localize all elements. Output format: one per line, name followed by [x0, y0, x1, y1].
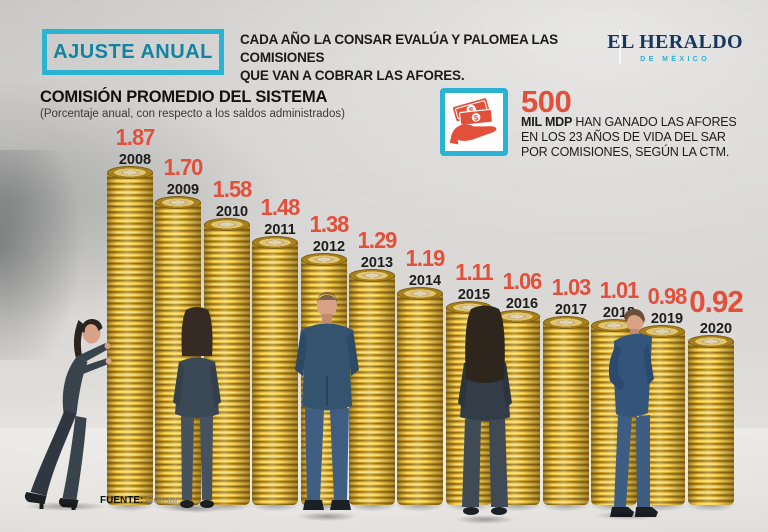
headline-line2: QUE VAN A COBRAR LAS AFORES.	[240, 67, 465, 83]
source-value: Consar.	[143, 495, 181, 506]
highlight-amount: 500	[521, 84, 572, 119]
coin-stack-body	[688, 341, 734, 505]
year-label: 2010	[215, 204, 249, 220]
year-label: 2020	[699, 321, 733, 337]
businesswoman-back-view	[158, 306, 236, 515]
coin-column-2014: 2014 1.19	[385, 233, 455, 514]
value-label: 1.03	[551, 274, 592, 300]
year-label: 2015	[457, 287, 491, 303]
coin-column-2017: 2017 1.03	[531, 262, 601, 514]
coin-top-face	[688, 335, 734, 348]
money-in-hand-icon: $ $	[440, 88, 508, 156]
highlight-line1-rest: HAN GANADO LAS AFORES	[572, 115, 737, 129]
businesswoman-pushing-coin-stack	[6, 312, 126, 513]
logo-subtitle: DE MÉXICO	[640, 56, 711, 63]
coin-stack	[349, 269, 395, 505]
source-note: FUENTE: Consar.	[100, 495, 181, 506]
coin-column-2013: 2013 1.29	[337, 215, 407, 514]
source-label: FUENTE:	[100, 495, 144, 506]
coin-top-face	[301, 253, 347, 266]
value-label: 0.98	[647, 283, 688, 309]
coin-stack-body	[349, 275, 395, 505]
value-label: 1.29	[357, 227, 398, 253]
coin-stack	[252, 236, 298, 505]
coin-top-face	[349, 269, 395, 282]
coin-column-2008: 2008 1.87	[95, 112, 165, 514]
value-label: 1.70	[163, 154, 204, 180]
badge-label: AJUSTE ANUAL	[53, 40, 213, 63]
businesswoman-long-hair-back-view	[441, 305, 529, 526]
man-back-figure	[295, 292, 359, 510]
businessman-blue-suit-side-view	[580, 307, 678, 522]
coin-top-face	[639, 325, 685, 338]
value-label: 1.01	[599, 277, 640, 303]
value-label: 1.48	[260, 194, 301, 220]
highlight-line3: POR COMISIONES, SEGÚN LA CTM.	[521, 144, 730, 159]
person-shadow	[441, 513, 529, 526]
chart-title: COMISIÓN PROMEDIO DEL SISTEMA	[40, 88, 328, 106]
badge-ajuste-anual: AJUSTE ANUAL	[42, 29, 224, 75]
year-label: 2014	[408, 273, 442, 289]
logo-title: EL HERALDO	[607, 31, 743, 53]
coin-stack	[155, 196, 201, 505]
value-label: 1.87	[115, 124, 156, 150]
pushing-woman-figure	[24, 319, 112, 510]
highlight-bold-unit: MIL MDP	[521, 115, 573, 129]
person-shadow	[158, 502, 236, 515]
chart-subtitle: (Porcentaje anual, con respecto a los sa…	[40, 108, 345, 120]
year-label: 2019	[650, 311, 684, 327]
coin-stack-body	[397, 293, 443, 505]
value-label: 1.38	[309, 211, 350, 237]
value-label: 1.19	[405, 245, 446, 271]
year-label: 2008	[118, 152, 152, 168]
headline: CADA AÑO LA CONSAR EVALÚA Y PALOMEA LAS …	[240, 31, 608, 84]
coin-top-face	[252, 236, 298, 249]
highlight-line2: EN LOS 23 AÑOS DE VIDA DEL SAR	[521, 129, 726, 144]
value-label: 1.11	[455, 259, 493, 285]
money-in-hand-icon-svg: $ $	[449, 98, 497, 145]
coin-column-2020: 2020 0.92	[676, 281, 746, 514]
coin-column-2011: 2011 1.48	[240, 182, 310, 514]
coin-stack-body	[252, 242, 298, 505]
year-label: 2016	[505, 296, 539, 312]
coin-top-face	[543, 316, 589, 329]
person-shadow	[283, 510, 371, 523]
coin-column-2009: 2009 1.70	[143, 142, 213, 514]
coin-stack	[688, 335, 734, 505]
woman-back-figure	[173, 307, 221, 508]
coin-stack-body	[107, 172, 153, 505]
header-divider	[619, 30, 621, 64]
value-label: 1.06	[502, 268, 543, 294]
businessman-blue-suit-back-view	[283, 290, 371, 523]
coin-stack	[397, 287, 443, 505]
coin-top-face	[204, 218, 250, 231]
coin-stack	[543, 316, 589, 505]
year-label: 2011	[264, 222, 296, 238]
year-label: 2012	[312, 239, 346, 255]
year-label: 2017	[554, 302, 588, 318]
coin-top-face	[107, 166, 153, 179]
man-side-figure	[608, 309, 658, 517]
value-label: 0.92	[689, 284, 743, 319]
woman-long-hair-figure	[458, 305, 512, 515]
svg-text:$: $	[468, 105, 476, 116]
year-label: 2013	[360, 255, 394, 271]
coin-top-face	[397, 287, 443, 300]
highlight-line1: MIL MDP HAN GANADO LAS AFORES	[521, 115, 768, 130]
year-label: 2009	[166, 182, 200, 198]
svg-text:$: $	[473, 113, 479, 122]
coin-top-face	[155, 196, 201, 209]
coin-stack-body	[543, 322, 589, 505]
newspaper-logo: EL HERALDO DE MÉXICO	[607, 31, 743, 63]
highlight-text: MIL MDP HAN GANADO LAS AFORES EN LOS 23 …	[521, 115, 768, 159]
coin-stack	[107, 166, 153, 505]
value-label: 1.58	[212, 176, 253, 202]
person-shadow	[6, 500, 126, 513]
headline-line1: CADA AÑO LA CONSAR EVALÚA Y PALOMEA LAS …	[240, 32, 558, 65]
person-shadow	[580, 509, 678, 522]
